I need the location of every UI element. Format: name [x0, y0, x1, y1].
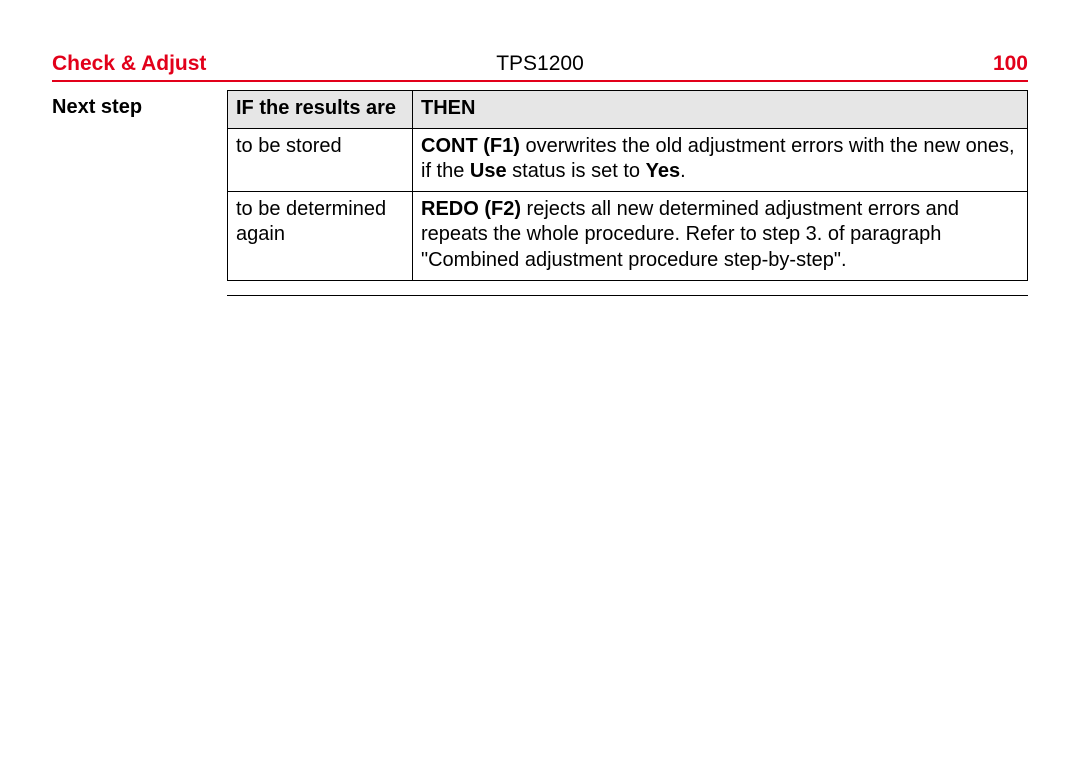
cell-then: CONT (F1) overwrites the old adjustment …	[413, 128, 1028, 191]
table-wrap: IF the results are THEN to be storedCONT…	[227, 90, 1028, 296]
section-rule	[227, 295, 1028, 296]
table-row: to be storedCONT (F1) overwrites the old…	[228, 128, 1028, 191]
page: Check & Adjust TPS1200 100 Next step IF …	[0, 0, 1080, 766]
col-header-then: THEN	[413, 91, 1028, 129]
header-rule	[52, 80, 1028, 82]
side-label-next-step: Next step	[52, 90, 227, 296]
table-row: to be determined againREDO (F2) rejects …	[228, 191, 1028, 280]
cell-then: REDO (F2) rejects all new determined adj…	[413, 191, 1028, 280]
bold-text: CONT (F1)	[421, 135, 520, 157]
content-row: Next step IF the results are THEN to be …	[52, 90, 1028, 296]
cell-if: to be determined again	[228, 191, 413, 280]
cell-if: to be stored	[228, 128, 413, 191]
if-then-table: IF the results are THEN to be storedCONT…	[227, 90, 1028, 281]
page-header: Check & Adjust TPS1200 100	[52, 52, 1028, 76]
table-body: to be storedCONT (F1) overwrites the old…	[228, 128, 1028, 280]
bold-text: REDO (F2)	[421, 198, 521, 220]
page-number: 100	[993, 52, 1028, 76]
bold-text: Yes	[646, 160, 680, 182]
bold-text: Use	[470, 160, 507, 182]
section-title: Check & Adjust	[52, 52, 206, 76]
table-header-row: IF the results are THEN	[228, 91, 1028, 129]
doc-model: TPS1200	[496, 52, 584, 76]
col-header-if: IF the results are	[228, 91, 413, 129]
